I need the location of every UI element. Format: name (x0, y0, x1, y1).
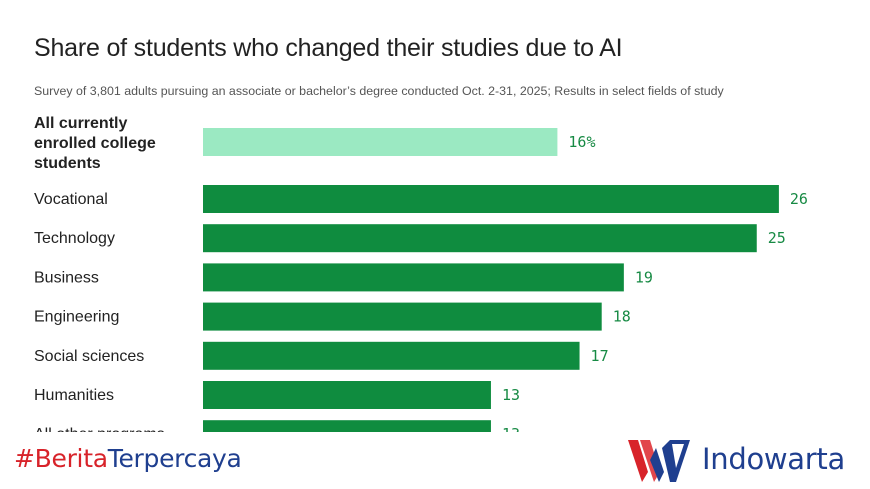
category-label-2: Vocational (34, 191, 108, 208)
bar-1 (203, 128, 558, 156)
value-label-4: 19 (635, 268, 653, 286)
value-label-3: 25 (768, 229, 786, 247)
value-label-6: 17 (591, 347, 609, 365)
category-label-1: All currently enrolled college students (34, 115, 156, 172)
category-label-8: All other programs (34, 426, 165, 432)
bar-8 (203, 420, 491, 432)
bar-7 (203, 381, 491, 409)
value-label-8: 13 (502, 425, 520, 432)
category-label-7: Humanities (34, 387, 114, 404)
indowarta-w-logo-icon (628, 440, 690, 482)
value-label-5: 18 (613, 308, 631, 326)
category-label-6: Social sciences (34, 348, 144, 365)
value-label-2: 26 (790, 190, 808, 208)
brand-name: Indowarta (702, 442, 845, 476)
chart-title: Share of students who changed their stud… (34, 34, 623, 62)
footer-banner: #BeritaTerpercaya Indowarta (0, 432, 870, 489)
hashtag-part-terpercaya: Terpercaya (107, 444, 242, 473)
chart: Share of students who changed their stud… (34, 34, 808, 432)
bar-6 (203, 341, 580, 370)
bar-plot: 16% All currently enrolled college students… (34, 115, 808, 432)
bar-3 (203, 224, 757, 253)
bar-5 (203, 302, 602, 331)
value-label-1: 16% (568, 133, 595, 151)
hashtag-part-berita: #Berita (14, 444, 108, 473)
category-label-4: Business (34, 269, 99, 286)
chart-subtitle: Survey of 3,801 adults pursuing an assoc… (34, 84, 724, 98)
category-label-5: Engineering (34, 309, 119, 326)
bar-4 (203, 263, 624, 292)
hashtag-label: #BeritaTerpercaya (14, 444, 242, 473)
category-label-3: Technology (34, 230, 115, 247)
bar-2 (203, 185, 779, 213)
value-label-7: 13 (502, 386, 520, 404)
